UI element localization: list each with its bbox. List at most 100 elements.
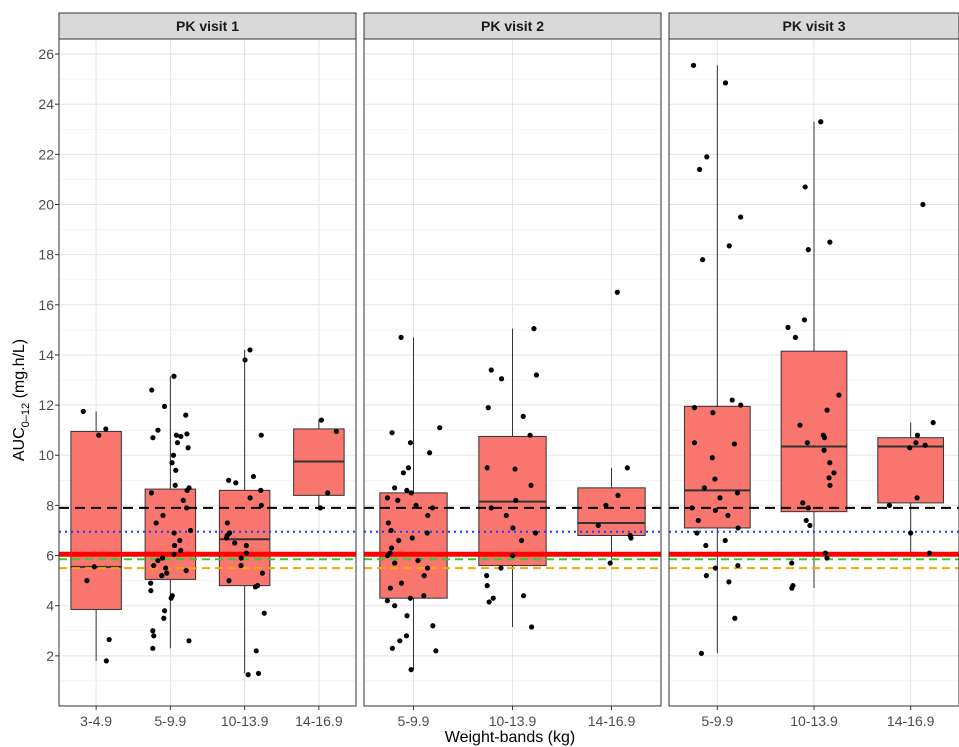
data-point xyxy=(395,497,401,503)
y-tick-label: 2 xyxy=(46,648,54,664)
data-point xyxy=(789,585,795,591)
data-point xyxy=(171,542,178,549)
data-point xyxy=(792,334,799,340)
data-point xyxy=(826,475,832,481)
y-tick-label: 22 xyxy=(38,146,54,162)
data-point xyxy=(178,547,184,554)
data-point xyxy=(603,502,609,508)
x-tick-label: 10-13.9 xyxy=(790,713,838,729)
box xyxy=(70,430,122,610)
data-point xyxy=(407,595,413,601)
data-point xyxy=(150,645,156,651)
x-axis-title: Weight-bands (kg) xyxy=(445,729,575,746)
data-point xyxy=(624,465,630,471)
data-point xyxy=(717,495,723,501)
data-point xyxy=(226,578,232,584)
data-point xyxy=(628,535,634,541)
data-point xyxy=(503,512,509,519)
data-point xyxy=(185,445,191,451)
data-point xyxy=(510,525,516,531)
data-point xyxy=(223,535,230,541)
data-point xyxy=(510,552,516,559)
data-point xyxy=(710,410,716,416)
panel-strip xyxy=(363,12,662,40)
data-point xyxy=(247,347,253,353)
data-point xyxy=(595,522,601,529)
data-point xyxy=(148,588,154,594)
data-point xyxy=(148,580,154,586)
data-point xyxy=(169,460,175,466)
data-point xyxy=(388,527,394,534)
data-point xyxy=(734,490,740,496)
data-point xyxy=(712,565,719,571)
data-point xyxy=(333,428,339,435)
data-point xyxy=(398,580,405,586)
panel-strip xyxy=(668,12,959,40)
data-point xyxy=(607,560,613,566)
data-point xyxy=(247,495,253,501)
data-point xyxy=(726,579,732,585)
data-point xyxy=(691,405,698,411)
panel-3: PK visit 3 5-9.9 10-13.9 14-16.9 xyxy=(668,12,959,729)
data-point xyxy=(614,289,620,295)
data-point xyxy=(106,636,112,643)
panel-2: PK visit 2 5-9.9 10-13.9 14-16.9 xyxy=(363,12,662,729)
data-point xyxy=(400,470,406,476)
data-point xyxy=(164,570,170,576)
data-point xyxy=(513,497,519,503)
data-point xyxy=(96,432,102,438)
data-point xyxy=(824,407,830,413)
data-point xyxy=(520,413,526,419)
data-point xyxy=(252,584,258,590)
data-point xyxy=(908,530,914,536)
data-point xyxy=(805,505,811,511)
data-point xyxy=(690,62,697,68)
data-point xyxy=(258,487,264,493)
data-point xyxy=(388,545,395,551)
data-point xyxy=(245,672,251,678)
data-point xyxy=(258,502,264,508)
data-point xyxy=(242,357,248,363)
data-point xyxy=(807,522,813,529)
data-point xyxy=(172,482,178,488)
data-point xyxy=(615,492,621,498)
data-point xyxy=(735,525,741,531)
data-point xyxy=(886,502,893,508)
x-tick-label: 14-16.9 xyxy=(887,713,935,729)
data-point xyxy=(785,324,791,330)
data-point xyxy=(184,431,190,437)
data-point xyxy=(822,550,828,556)
data-point xyxy=(520,593,527,599)
y-tick-label: 4 xyxy=(46,598,54,614)
panel-strip xyxy=(58,12,357,40)
data-point xyxy=(261,610,267,616)
data-point xyxy=(907,445,913,451)
y-tick-label: 12 xyxy=(38,397,54,413)
data-point xyxy=(325,490,331,496)
data-point xyxy=(238,562,244,569)
data-point xyxy=(408,667,414,673)
data-point xyxy=(725,512,731,519)
data-point xyxy=(689,505,695,511)
data-point xyxy=(421,593,427,599)
data-point xyxy=(528,482,534,488)
data-point xyxy=(486,599,492,605)
data-point xyxy=(694,530,700,536)
data-point xyxy=(818,119,824,125)
data-point xyxy=(161,615,167,621)
data-point xyxy=(703,542,709,549)
panel-1: PK visit 1 3-4.9 5-9.9 10-13.9 14-16.9 xyxy=(58,12,357,729)
data-point xyxy=(407,440,414,446)
data-point xyxy=(160,512,166,519)
data-point xyxy=(409,535,415,541)
x-tick-label: 5-9.9 xyxy=(701,713,733,729)
data-point xyxy=(91,564,97,570)
x-tick-label: 3-4.9 xyxy=(80,713,112,729)
data-point xyxy=(178,433,184,440)
y-tick-label: 18 xyxy=(38,247,54,263)
data-point xyxy=(696,166,703,172)
data-point xyxy=(484,573,490,579)
data-point xyxy=(415,557,421,564)
data-point xyxy=(729,397,735,403)
